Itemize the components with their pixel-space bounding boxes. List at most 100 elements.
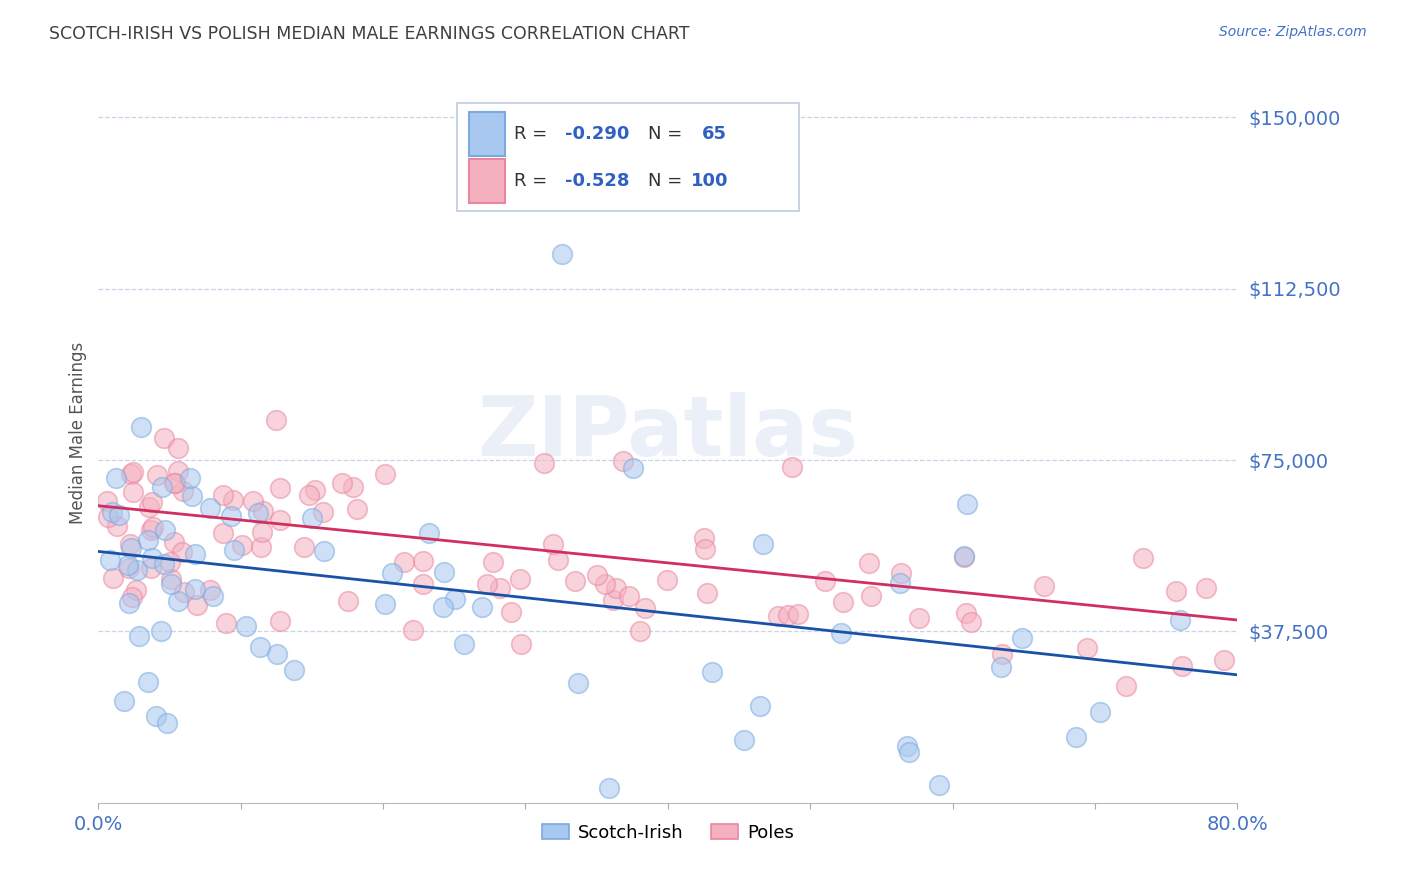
Point xyxy=(172,545,194,559)
Point xyxy=(830,626,852,640)
Point xyxy=(269,513,291,527)
Point xyxy=(198,501,221,516)
Point xyxy=(283,663,305,677)
Text: -0.528: -0.528 xyxy=(565,172,630,190)
Point xyxy=(412,577,434,591)
Point xyxy=(125,583,148,598)
Point xyxy=(159,555,181,569)
Point xyxy=(380,566,402,580)
Point xyxy=(509,636,531,650)
Point xyxy=(617,589,640,603)
Point xyxy=(533,456,555,470)
Point xyxy=(402,624,425,638)
Text: N =: N = xyxy=(648,125,683,144)
Point xyxy=(136,675,159,690)
Point xyxy=(896,739,918,754)
Point xyxy=(1212,653,1234,667)
Point xyxy=(118,537,141,551)
Point xyxy=(215,615,238,630)
Point xyxy=(103,570,125,584)
Point xyxy=(156,716,179,731)
Point xyxy=(141,551,163,566)
Point xyxy=(567,675,589,690)
Point xyxy=(301,511,323,525)
Point xyxy=(121,590,143,604)
Point xyxy=(179,471,201,485)
Point xyxy=(786,607,808,622)
Point xyxy=(748,699,770,714)
Point xyxy=(374,467,396,481)
Point xyxy=(470,599,492,614)
Point xyxy=(475,577,498,591)
Point xyxy=(991,648,1014,662)
Text: 65: 65 xyxy=(702,125,727,144)
Text: N =: N = xyxy=(648,172,683,190)
Point xyxy=(693,531,716,545)
Point xyxy=(342,480,364,494)
Point xyxy=(186,598,208,612)
Point xyxy=(696,586,718,600)
Point xyxy=(105,471,128,485)
Point xyxy=(129,420,152,434)
Point xyxy=(1115,679,1137,693)
Point xyxy=(593,577,616,591)
FancyBboxPatch shape xyxy=(457,103,799,211)
Point xyxy=(564,574,586,588)
Point xyxy=(432,565,454,579)
Text: SCOTCH-IRISH VS POLISH MEDIAN MALE EARNINGS CORRELATION CHART: SCOTCH-IRISH VS POLISH MEDIAN MALE EARNI… xyxy=(49,25,690,43)
Point xyxy=(374,597,396,611)
Point xyxy=(304,483,326,497)
Point xyxy=(628,624,651,639)
Point xyxy=(1170,614,1192,628)
Point xyxy=(1195,581,1218,595)
Point xyxy=(120,541,142,556)
Point xyxy=(201,590,224,604)
Point xyxy=(1076,640,1098,655)
Point xyxy=(122,465,145,479)
Point xyxy=(551,247,574,261)
Point xyxy=(481,555,503,569)
Point xyxy=(776,608,799,623)
Point xyxy=(125,563,148,577)
Point xyxy=(298,488,321,502)
Point xyxy=(264,413,287,427)
Point xyxy=(780,459,803,474)
Point xyxy=(832,595,855,609)
Point xyxy=(160,572,183,586)
Point xyxy=(956,497,979,511)
Legend: Scotch-Irish, Poles: Scotch-Irish, Poles xyxy=(534,817,801,849)
Point xyxy=(235,618,257,632)
Point xyxy=(1064,731,1087,745)
Point xyxy=(499,605,522,619)
Point xyxy=(890,566,912,580)
Point xyxy=(160,577,183,591)
Point xyxy=(96,493,118,508)
Point xyxy=(621,461,644,475)
Point xyxy=(219,509,242,524)
Point xyxy=(612,454,634,468)
Point xyxy=(858,556,880,570)
Point xyxy=(953,550,976,565)
Point xyxy=(432,599,454,614)
Point xyxy=(814,574,837,588)
Point xyxy=(128,629,150,643)
Point xyxy=(250,524,273,539)
Text: -0.290: -0.290 xyxy=(565,125,630,144)
Point xyxy=(212,526,235,541)
Point xyxy=(990,659,1012,673)
Point xyxy=(1132,551,1154,566)
Point xyxy=(444,592,467,607)
Point xyxy=(122,485,145,500)
Point xyxy=(412,554,434,568)
Point xyxy=(266,647,288,661)
Point xyxy=(141,495,163,509)
Point xyxy=(488,581,510,595)
Point xyxy=(163,476,186,491)
Point xyxy=(97,510,120,524)
Point xyxy=(250,541,273,555)
Point xyxy=(166,464,188,478)
Point xyxy=(1032,579,1054,593)
Point xyxy=(346,502,368,516)
Point xyxy=(292,540,315,554)
Point xyxy=(166,594,188,608)
